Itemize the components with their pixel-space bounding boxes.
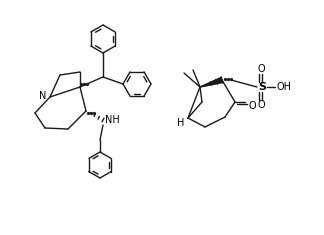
Text: OH: OH: [276, 82, 292, 92]
Text: S: S: [258, 82, 266, 92]
Text: N: N: [39, 91, 47, 101]
Text: O: O: [257, 64, 265, 74]
Text: H: H: [177, 118, 185, 128]
Text: O: O: [257, 100, 265, 110]
Polygon shape: [200, 78, 223, 87]
Text: NH: NH: [105, 115, 120, 125]
Text: O: O: [248, 101, 256, 111]
